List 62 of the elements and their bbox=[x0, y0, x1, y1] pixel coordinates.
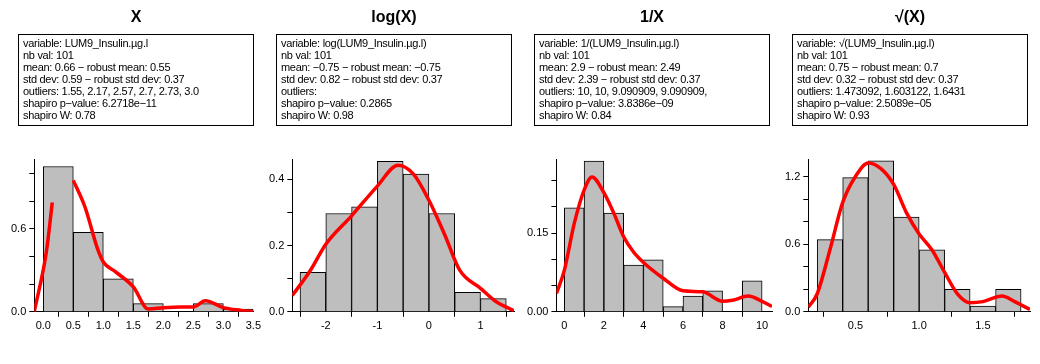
text: std dev: 2.39 − robust std dev: 0.37 bbox=[539, 73, 702, 85]
text: mean: 0.66 − robust mean: 0.55 bbox=[23, 61, 172, 73]
text: shapiro p−value: 6.2718e−11 bbox=[23, 97, 158, 109]
text: variable: LUM9_Insulin.µg.l bbox=[23, 37, 149, 49]
x-tick-label: 10 bbox=[755, 319, 769, 332]
text: shapiro W: 0.93 bbox=[797, 109, 871, 121]
text: nb val: 101 bbox=[23, 49, 75, 61]
x-tick-label: 0 bbox=[561, 319, 568, 332]
y-tick-label: 0.0 bbox=[784, 304, 801, 317]
chart-title: √(X) bbox=[894, 8, 926, 27]
x-tick-label: 2.0 bbox=[155, 319, 171, 332]
chart-title: X bbox=[130, 8, 142, 27]
x-tick-label: 1.0 bbox=[95, 319, 111, 332]
x-tick-label: 8 bbox=[719, 319, 726, 332]
y-tick-label: 1.2 bbox=[784, 169, 801, 182]
text: nb val: 101 bbox=[797, 49, 849, 61]
x-tick-label: 4 bbox=[640, 319, 647, 332]
x-tick-label: 1 bbox=[477, 319, 484, 332]
x-tick-label: 0.5 bbox=[847, 319, 864, 332]
text: outliers: 1.55, 2.17, 2.57, 2.7, 2.73, 3.0 bbox=[23, 85, 200, 97]
y-tick-label: 0.6 bbox=[784, 237, 801, 250]
text: outliers: bbox=[281, 85, 318, 97]
chart-title: log(X) bbox=[371, 8, 417, 27]
x-tick-label: 0 bbox=[425, 319, 432, 332]
text: mean: −0.75 − robust mean: −0.75 bbox=[281, 61, 442, 73]
y-tick-label: 0.6 bbox=[10, 221, 27, 234]
text: std dev: 0.82 − robust std dev: 0.37 bbox=[281, 73, 444, 85]
text: mean: 0.75 − robust mean: 0.7 bbox=[797, 61, 940, 73]
x-tick-label: 2 bbox=[600, 319, 607, 332]
y-tick-label: 0.15 bbox=[526, 226, 549, 239]
text: mean: 2.9 − robust mean: 2.49 bbox=[539, 61, 682, 73]
y-tick-label: 0.0 bbox=[268, 304, 285, 317]
text: variable: √(LUM9_Insulin.µg.l) bbox=[797, 37, 936, 49]
text: shapiro p−value: 3.8386e−09 bbox=[539, 97, 675, 109]
text: std dev: 0.59 − robust std dev: 0.37 bbox=[23, 73, 186, 85]
y-tick-label: 0.2 bbox=[268, 238, 285, 251]
x-tick-label: 1.5 bbox=[125, 319, 141, 332]
x-tick-label: -1 bbox=[372, 319, 383, 332]
y-tick-label: 0.00 bbox=[526, 304, 549, 317]
x-tick-label: 2.5 bbox=[185, 319, 201, 332]
text: shapiro p−value: 0.2865 bbox=[281, 97, 393, 109]
text: outliers: 10, 10, 9.090909, 9.090909, bbox=[539, 85, 709, 97]
text: variable: log(LUM9_Insulin.µg.l) bbox=[281, 37, 428, 49]
x-tick-label: 1.0 bbox=[911, 319, 927, 332]
y-tick-label: 0.4 bbox=[268, 172, 285, 185]
x-tick-label: 6 bbox=[679, 319, 687, 332]
text: std dev: 0.32 − robust std dev: 0.37 bbox=[797, 73, 960, 85]
text: shapiro p−value: 2.5089e−05 bbox=[797, 97, 933, 109]
text: variable: 1/(LUM9_Insulin.µg.l) bbox=[539, 37, 681, 49]
x-tick-label: 0.0 bbox=[35, 319, 51, 332]
text: nb val: 101 bbox=[539, 49, 591, 61]
x-tick-label: 1.5 bbox=[975, 319, 991, 332]
x-tick-label: 0.5 bbox=[65, 319, 81, 332]
x-tick-label: 3.5 bbox=[245, 319, 261, 332]
text: nb val: 101 bbox=[281, 49, 333, 61]
text: shapiro W: 0.78 bbox=[23, 109, 97, 121]
text: shapiro W: 0.98 bbox=[281, 109, 355, 121]
x-tick-label: -2 bbox=[320, 319, 331, 332]
text: outliers: 1.473092, 1.603122, 1.6431 bbox=[797, 85, 967, 97]
x-tick-label: 3.0 bbox=[215, 319, 231, 332]
text: shapiro W: 0.84 bbox=[539, 109, 613, 121]
chart-title: 1/X bbox=[639, 8, 664, 27]
